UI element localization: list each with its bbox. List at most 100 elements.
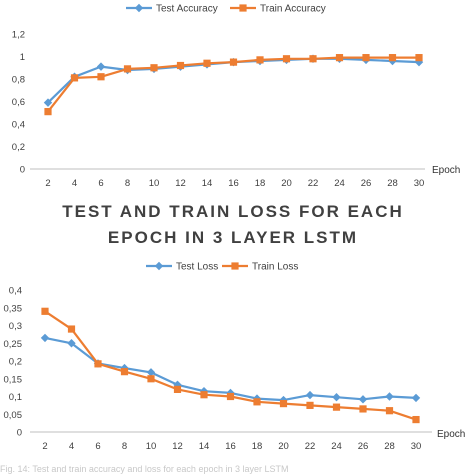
test-legend-marker — [134, 3, 144, 13]
y-tick-label: 0,4 — [9, 286, 22, 297]
train-data-point — [335, 54, 344, 62]
test-data-point — [96, 62, 106, 71]
train-data-point — [309, 55, 317, 63]
y-tick-label: 0,1 — [9, 392, 22, 403]
x-tick-label: 28 — [384, 441, 395, 452]
train-data-point — [44, 108, 52, 116]
x-tick-label: 6 — [95, 441, 100, 452]
x-tick-label: 28 — [387, 178, 398, 189]
x-tick-label: 26 — [361, 178, 372, 189]
x-tick-label: 22 — [308, 178, 319, 189]
x-tick-label: 30 — [414, 178, 425, 189]
x-tick-label: 30 — [411, 441, 422, 452]
x-tick-label: 18 — [252, 441, 263, 452]
train-data-point — [200, 391, 208, 399]
train-data-point — [226, 392, 235, 401]
x-tick-label: 22 — [305, 441, 316, 452]
train-data-point — [173, 385, 182, 393]
train-data-point — [203, 59, 211, 67]
x-tick-label: 18 — [255, 178, 266, 189]
y-tick-label: 0,8 — [12, 75, 25, 86]
test-data-point — [358, 395, 368, 404]
train-data-point — [41, 307, 49, 315]
test-legend-label: Test Loss — [176, 262, 218, 273]
train-data-point — [332, 403, 341, 411]
y-tick-label: 1,2 — [12, 30, 25, 41]
y-tick-label: 0,4 — [12, 120, 25, 131]
train-data-point — [359, 405, 367, 413]
y-tick-label: 0,15 — [4, 374, 23, 385]
train-data-point — [256, 56, 264, 64]
x-tick-label: 4 — [72, 178, 77, 189]
x-tick-label: 8 — [122, 441, 127, 452]
train-data-point — [70, 74, 79, 82]
x-tick-label: 14 — [202, 178, 213, 189]
y-tick-label: 0,2 — [12, 142, 25, 153]
train-data-point — [385, 407, 394, 415]
train-data-point — [306, 401, 314, 409]
y-tick-label: 0,3 — [9, 321, 22, 332]
loss-chart: 00,050,10,150,20,250,30,350,42 4 6 8 10 12 14 1… — [4, 202, 466, 452]
chart-title-line: EPOCH IN 3 LAYER LSTM — [108, 228, 358, 247]
train-data-point — [123, 65, 132, 73]
accuracy-chart: 00,20,40,60,811,22 4 6 8 10 12 14 16 18 20 22 24 26 2… — [12, 4, 461, 190]
figure-caption: Fig. 14: Test and train accuracy and los… — [0, 464, 288, 474]
x-axis-label: Epoch — [437, 429, 465, 440]
test-data-point — [411, 393, 421, 403]
train-data-point — [94, 360, 102, 368]
train-legend-marker — [239, 4, 247, 12]
x-tick-label: 16 — [225, 441, 236, 452]
test-data-point — [40, 333, 50, 343]
train-data-point — [150, 64, 158, 72]
train-legend-label: Train Accuracy — [260, 4, 326, 15]
x-axis-label: Epoch — [432, 165, 460, 176]
train-data-point — [147, 375, 155, 383]
x-tick-label: 24 — [334, 178, 345, 189]
test-data-point — [414, 57, 424, 67]
x-tick-label: 20 — [281, 178, 292, 189]
train-data-point — [67, 325, 76, 333]
x-tick-label: 16 — [228, 178, 239, 189]
y-tick-label: 0,35 — [4, 303, 23, 314]
train-data-point — [120, 368, 129, 376]
train-data-point — [97, 73, 105, 81]
y-tick-label: 0,2 — [9, 357, 22, 368]
train-legend-label: Train Loss — [252, 262, 298, 273]
x-tick-label: 2 — [45, 178, 50, 189]
y-tick-label: 0,6 — [12, 97, 25, 108]
train-legend-marker — [231, 262, 239, 270]
train-data-point — [176, 61, 185, 70]
train-data-point — [253, 398, 261, 406]
x-tick-label: 10 — [146, 441, 157, 452]
x-tick-label: 6 — [98, 178, 103, 189]
x-tick-label: 20 — [278, 441, 289, 452]
x-tick-label: 26 — [358, 441, 369, 452]
train-data-point — [412, 415, 420, 424]
test-legend-marker — [154, 261, 164, 271]
x-tick-label: 12 — [172, 441, 183, 452]
x-tick-label: 2 — [42, 441, 47, 452]
x-tick-label: 8 — [125, 178, 130, 189]
train-data-point — [388, 54, 397, 62]
train-data-point — [282, 55, 291, 63]
x-tick-label: 10 — [149, 178, 160, 189]
train-data-point — [362, 54, 370, 62]
test-data-point — [385, 392, 394, 401]
y-tick-label: 0 — [20, 165, 25, 176]
y-tick-label: 0 — [17, 428, 22, 439]
x-tick-label: 4 — [69, 441, 74, 452]
test-data-point — [43, 98, 53, 107]
train-data-point — [229, 58, 238, 66]
x-tick-label: 14 — [199, 441, 210, 452]
y-tick-label: 0,25 — [4, 339, 23, 350]
x-tick-label: 24 — [331, 441, 342, 452]
test-data-point — [332, 393, 341, 402]
test-data-point — [305, 390, 315, 400]
test-data-point — [67, 339, 76, 348]
train-data-point — [415, 54, 423, 62]
train-data-point — [279, 400, 288, 408]
y-tick-label: 1 — [20, 52, 25, 63]
x-tick-label: 12 — [175, 178, 186, 189]
y-tick-label: 0,05 — [4, 410, 23, 421]
